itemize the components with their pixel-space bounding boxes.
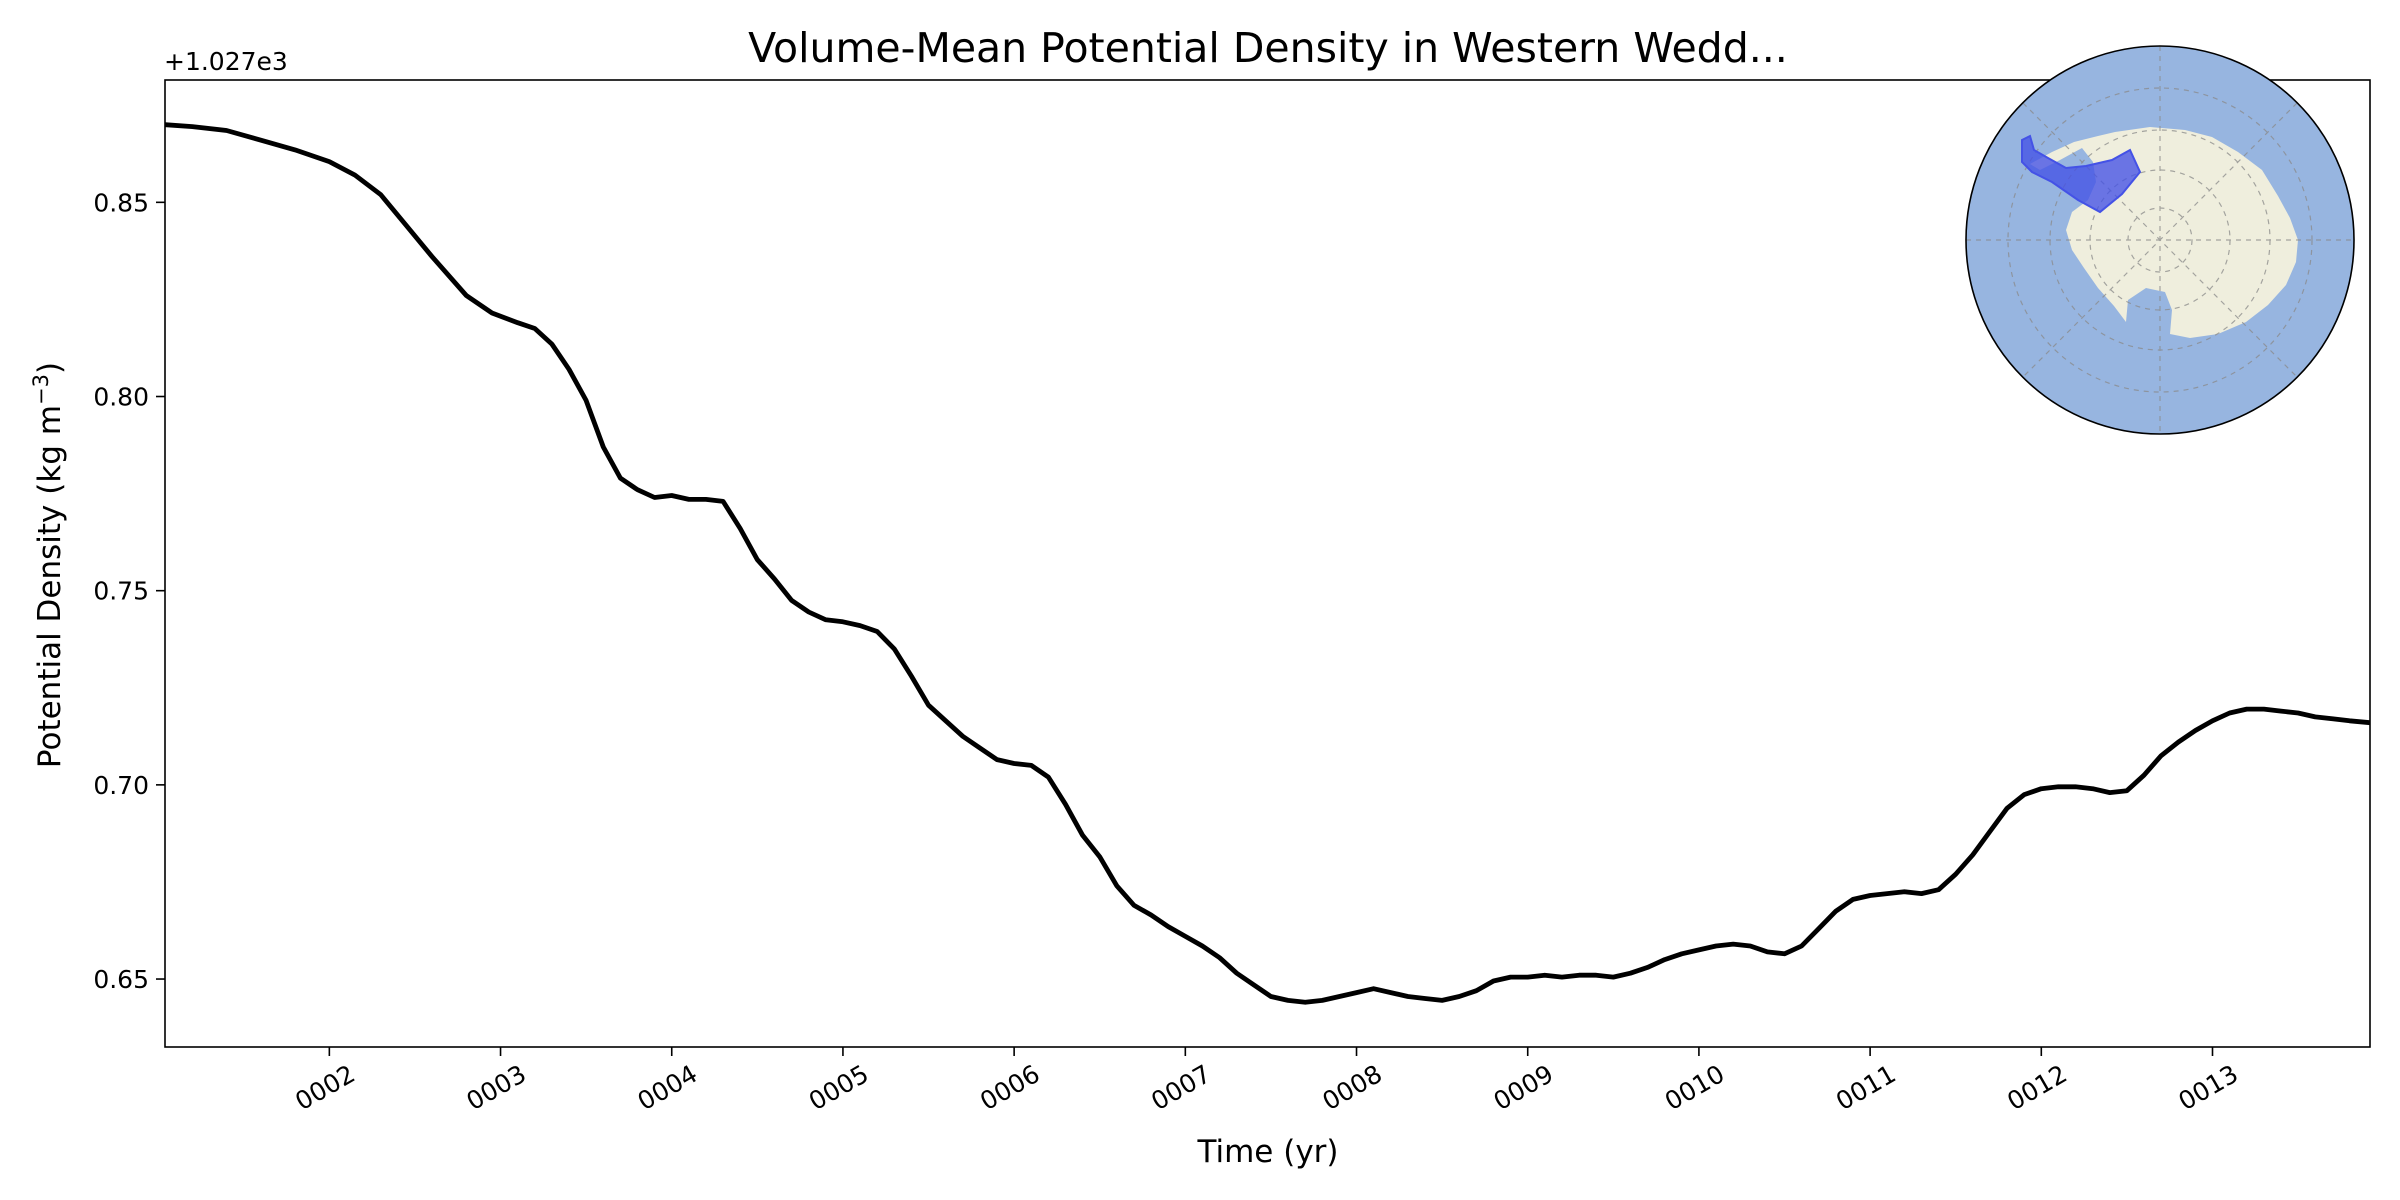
inset-globe-outline [1965, 45, 2355, 435]
y-axis-label: Potential Density (kg m−3) [29, 362, 68, 768]
chart-title: Volume-Mean Potential Density in Western… [748, 24, 1788, 72]
y-axis-offset-text: +1.027e3 [164, 47, 288, 76]
plot-frame [164, 79, 2371, 1048]
x-axis-label: Time (yr) [1197, 1134, 1339, 1170]
series-layer [164, 122, 2371, 1005]
y-axis-label-main: Potential Density (kg m [32, 405, 68, 768]
y-axis: 0.65 0.70 0.75 0.80 0.85 [93, 188, 165, 994]
inset-western-weddell-region [2021, 134, 2142, 214]
y-tick-label: 0.75 [93, 577, 149, 606]
y-axis-label-close: ) [32, 362, 68, 374]
y-tick-label: 0.70 [93, 771, 149, 800]
series-line-0 [164, 122, 2371, 1005]
y-tick-label: 0.65 [93, 965, 149, 994]
y-tick-label: 0.85 [93, 188, 149, 217]
inset-graticule [1966, 46, 2354, 434]
y-tick-label: 0.80 [93, 383, 149, 412]
y-axis-label-superscript: −3 [29, 374, 53, 405]
inset-map [1965, 45, 2355, 435]
